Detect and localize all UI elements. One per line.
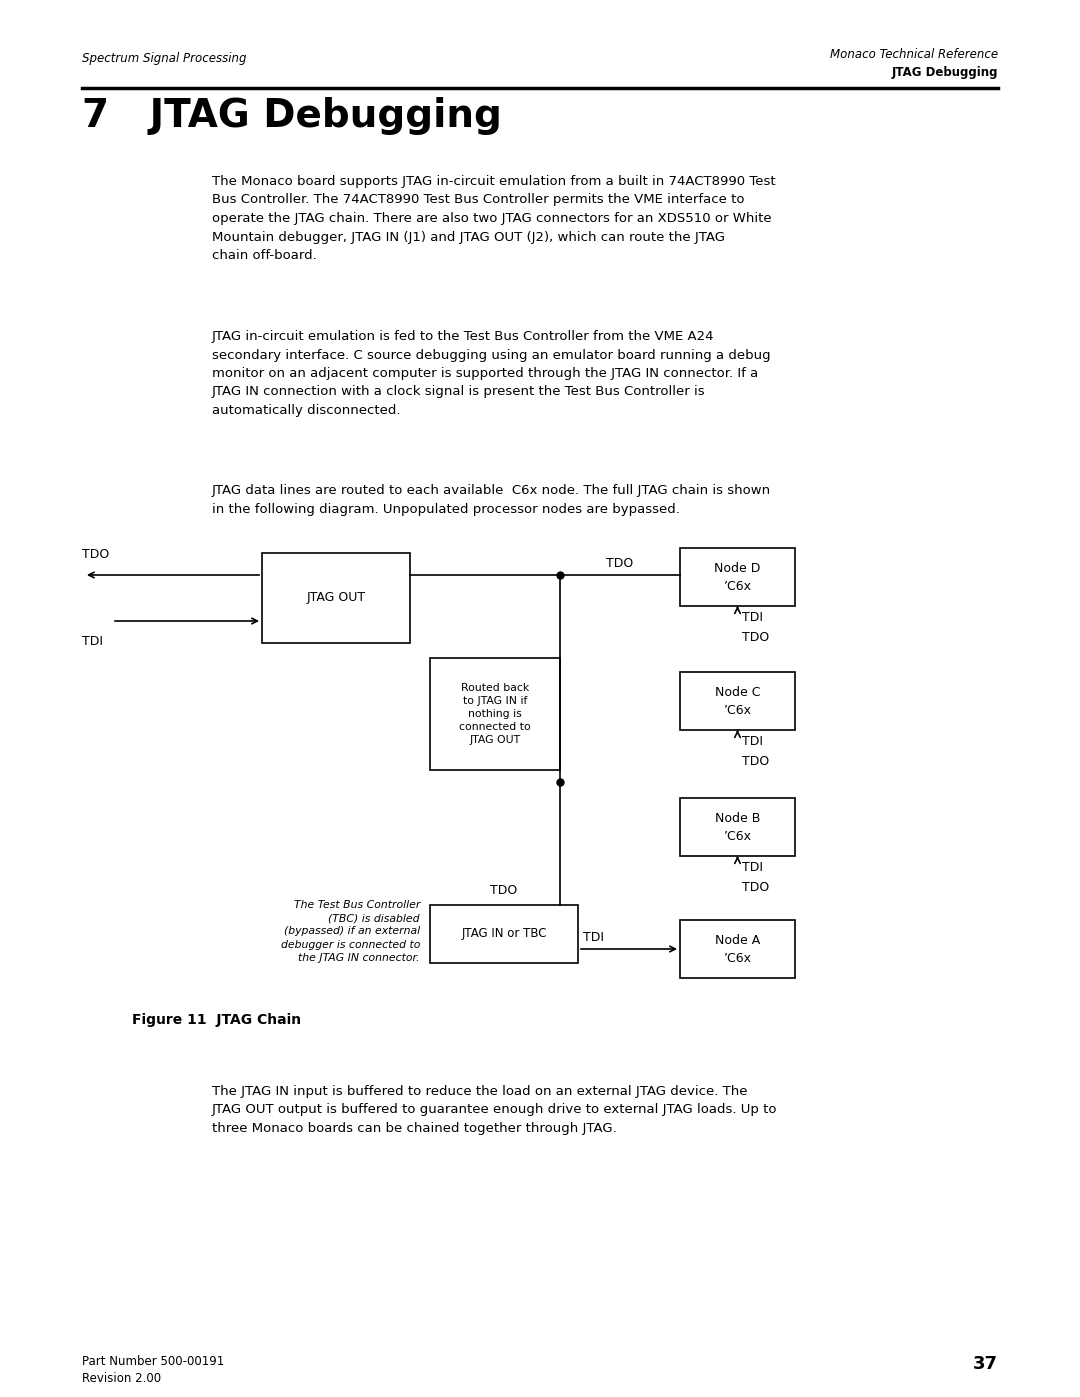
Text: TDI: TDI (743, 735, 764, 747)
Bar (262, 553, 410, 643)
Bar (680, 672, 795, 731)
Text: TDO: TDO (606, 557, 634, 570)
Text: ’C6x: ’C6x (724, 704, 752, 718)
Bar (680, 921, 795, 978)
Bar (680, 798, 795, 856)
Text: ’C6x: ’C6x (724, 581, 752, 594)
Text: Node A: Node A (715, 935, 760, 947)
Text: JTAG in-circuit emulation is fed to the Test Bus Controller from the VME A24
sec: JTAG in-circuit emulation is fed to the … (212, 330, 771, 416)
Text: Node C: Node C (715, 686, 760, 700)
Text: TDI: TDI (82, 636, 103, 648)
Text: JTAG IN or TBC: JTAG IN or TBC (461, 928, 546, 940)
Text: Monaco Technical Reference: Monaco Technical Reference (829, 47, 998, 61)
Text: 7   JTAG Debugging: 7 JTAG Debugging (82, 96, 502, 136)
Text: TDO: TDO (743, 631, 770, 644)
Text: 37: 37 (973, 1355, 998, 1373)
Text: TDO: TDO (743, 754, 770, 768)
Text: The Monaco board supports JTAG in-circuit emulation from a built in 74ACT8990 Te: The Monaco board supports JTAG in-circui… (212, 175, 775, 263)
Text: Revision 2.00: Revision 2.00 (82, 1372, 161, 1384)
Bar (680, 548, 795, 606)
Text: TDO: TDO (490, 884, 517, 897)
Text: Routed back
to JTAG IN if
nothing is
connected to
JTAG OUT: Routed back to JTAG IN if nothing is con… (459, 683, 531, 746)
Text: Node B: Node B (715, 813, 760, 826)
Text: JTAG data lines are routed to each available  C6x node. The full JTAG chain is s: JTAG data lines are routed to each avail… (212, 483, 771, 515)
Text: TDO: TDO (743, 882, 770, 894)
Text: ’C6x: ’C6x (724, 953, 752, 965)
Text: Figure 11  JTAG Chain: Figure 11 JTAG Chain (132, 1013, 301, 1027)
Text: The JTAG IN input is buffered to reduce the load on an external JTAG device. The: The JTAG IN input is buffered to reduce … (212, 1085, 778, 1134)
Text: JTAG OUT: JTAG OUT (307, 591, 365, 605)
Text: JTAG Debugging: JTAG Debugging (891, 66, 998, 80)
Text: TDI: TDI (743, 610, 764, 624)
Text: ’C6x: ’C6x (724, 830, 752, 844)
Text: TDI: TDI (743, 861, 764, 875)
Text: TDI: TDI (583, 930, 604, 944)
Bar (430, 905, 578, 963)
Text: Node D: Node D (714, 563, 760, 576)
Text: Part Number 500-00191: Part Number 500-00191 (82, 1355, 225, 1368)
Text: The Test Bus Controller
(TBC) is disabled
(bypassed) if an external
debugger is : The Test Bus Controller (TBC) is disable… (281, 900, 420, 963)
Bar (430, 658, 561, 770)
Text: Spectrum Signal Processing: Spectrum Signal Processing (82, 52, 246, 66)
Text: TDO: TDO (82, 548, 109, 562)
